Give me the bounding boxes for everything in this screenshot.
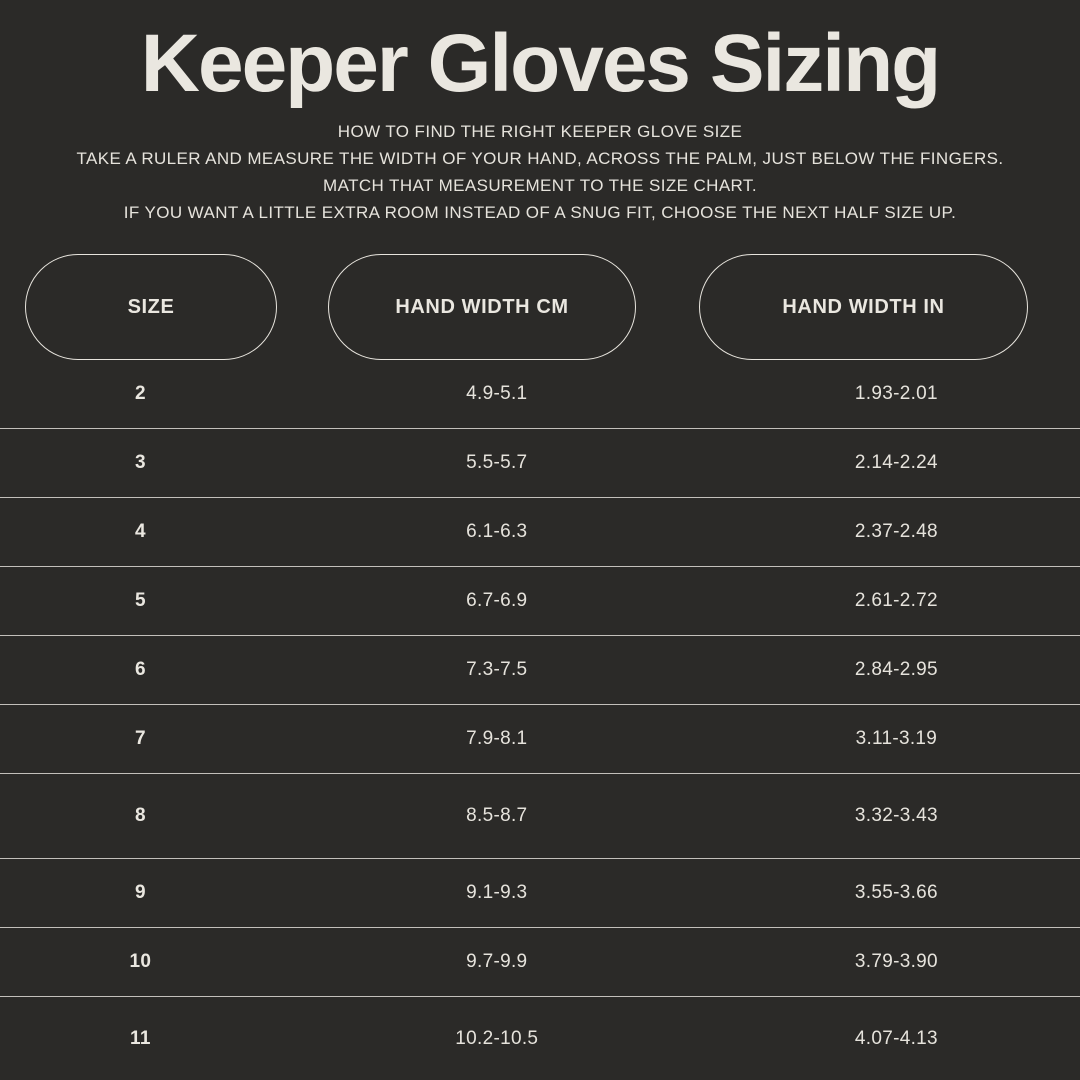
hand-width-in-cell: 4.07-4.13 [854,1027,938,1049]
hand-width-in-cell: 2.14-2.24 [854,452,938,473]
hand-width-cm-cell: 9.7-9.9 [466,951,528,972]
table-row: 9 9.1-9.3 3.55-3.66 [0,859,1080,928]
instructions: HOW TO FIND THE RIGHT KEEPER GLOVE SIZE … [0,118,1080,226]
hand-width-in-cell: 3.11-3.19 [855,728,938,749]
hand-width-cm-cell: 6.7-6.9 [466,590,528,611]
page-title: Keeper Gloves Sizing [140,18,942,109]
size-cell: 6 [134,659,146,680]
table-row: 7 7.9-8.1 3.11-3.19 [0,705,1080,774]
hand-width-in-cell: 2.84-2.95 [854,659,938,680]
instructions-line: IF YOU WANT A LITTLE EXTRA ROOM INSTEAD … [123,203,957,222]
hand-width-cm-cell: 9.1-9.3 [466,882,528,903]
column-header-hand-width-in: HAND WIDTH IN [699,254,1028,360]
column-header-hand-width-cm: HAND WIDTH CM [328,254,636,360]
hand-width-in-cell: 3.55-3.66 [854,882,938,903]
hand-width-in-cell: 1.93-2.01 [854,383,938,404]
hand-width-cm-cell: 7.9-8.1 [466,728,528,749]
table-row: 3 5.5-5.7 2.14-2.24 [0,429,1080,498]
column-header-size: SIZE [25,254,277,360]
size-cell: 9 [134,882,146,903]
hand-width-in-cell: 3.32-3.43 [854,805,938,826]
table-row: 8 8.5-8.7 3.32-3.43 [0,774,1080,859]
table-row: 5 6.7-6.9 2.61-2.72 [0,567,1080,636]
size-cell: 8 [134,805,146,826]
table-row: 6 7.3-7.5 2.84-2.95 [0,636,1080,705]
size-cell: 5 [134,590,146,611]
size-cell: 7 [134,728,146,749]
hand-width-in-cell: 2.61-2.72 [854,590,938,611]
size-table: 2 4.9-5.1 1.93-2.01 3 5.5-5.7 2.14-2.24 … [0,360,1080,1080]
size-cell: 3 [134,452,146,473]
size-cell: 10 [129,951,152,972]
instructions-line: HOW TO FIND THE RIGHT KEEPER GLOVE SIZE [337,122,743,141]
hand-width-cm-cell: 5.5-5.7 [466,452,528,473]
table-row: 11 10.2-10.5 4.07-4.13 [0,997,1080,1080]
table-row: 2 4.9-5.1 1.93-2.01 [0,360,1080,429]
hand-width-cm-cell: 10.2-10.5 [455,1027,539,1049]
hand-width-in-cell: 3.79-3.90 [854,951,938,972]
size-cell: 11 [130,1027,151,1049]
hand-width-cm-cell: 6.1-6.3 [466,521,528,542]
size-cell: 4 [134,521,146,542]
table-row: 4 6.1-6.3 2.37-2.48 [0,498,1080,567]
instructions-line: TAKE A RULER AND MEASURE THE WIDTH OF YO… [76,149,1004,168]
size-cell: 2 [134,383,146,404]
hand-width-in-cell: 2.37-2.48 [854,521,938,542]
table-row: 10 9.7-9.9 3.79-3.90 [0,928,1080,997]
hand-width-cm-cell: 8.5-8.7 [466,805,528,826]
hand-width-cm-cell: 7.3-7.5 [466,659,528,680]
hand-width-cm-cell: 4.9-5.1 [466,383,528,404]
table-header-row: SIZE HAND WIDTH CM HAND WIDTH IN [0,254,1080,360]
instructions-line: MATCH THAT MEASUREMENT TO THE SIZE CHART… [323,176,757,195]
